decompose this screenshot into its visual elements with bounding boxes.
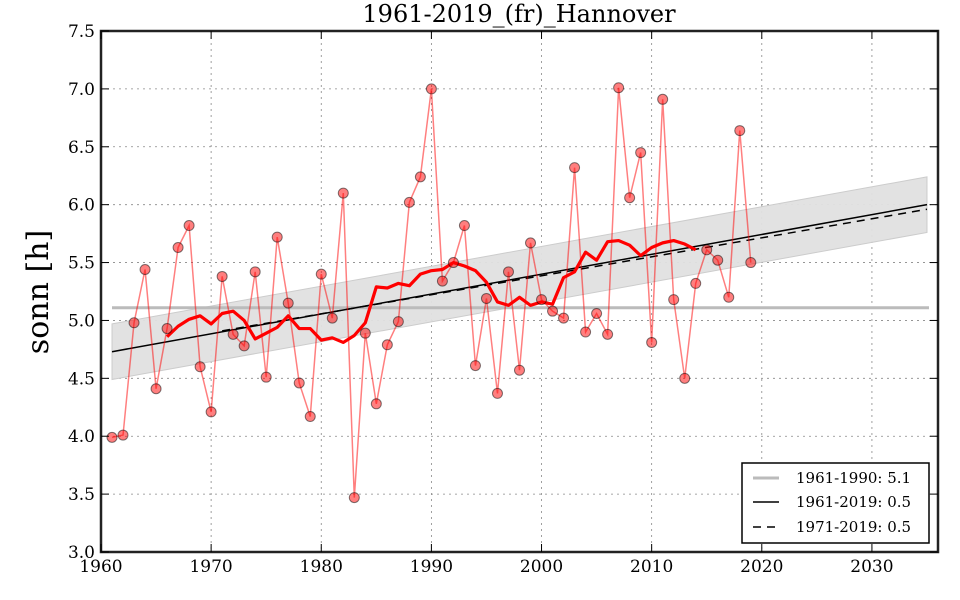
- data-point: [514, 364, 525, 376]
- data-point: [139, 264, 151, 276]
- data-point: [425, 83, 437, 95]
- data-point: [690, 277, 702, 289]
- data-point: [712, 254, 724, 266]
- data-point: [337, 187, 349, 199]
- data-point: [359, 327, 371, 339]
- data-point: [701, 244, 713, 256]
- moving-average-line: [165, 238, 697, 345]
- data-point: [304, 411, 316, 423]
- data-point: [216, 270, 228, 282]
- data-point: [260, 371, 272, 383]
- data-point: [745, 257, 757, 269]
- data-point: [403, 196, 415, 208]
- data-point: [414, 171, 426, 183]
- y-tick-label: 5.0: [68, 311, 95, 331]
- x-tick-label: 1990: [410, 557, 453, 577]
- data-point: [282, 297, 294, 309]
- data-point: [326, 312, 338, 324]
- x-tick-label: 1960: [79, 557, 122, 577]
- x-tick-label: 1980: [300, 557, 343, 577]
- data-point: [591, 307, 603, 319]
- data-point: [668, 294, 680, 306]
- y-tick-label: 4.0: [68, 427, 95, 447]
- x-tick-label: 2010: [630, 557, 673, 577]
- data-point: [227, 328, 239, 340]
- y-tick-label: 5.5: [68, 254, 95, 274]
- data-point: [602, 328, 614, 340]
- data-point: [447, 257, 459, 269]
- data-point: [381, 339, 393, 351]
- data-point: [469, 360, 481, 372]
- data-point: [293, 377, 305, 389]
- data-point: [238, 340, 250, 352]
- chart-title: 1961-2019_(fr)_Hannover: [362, 0, 676, 28]
- legend-label-reference: 1961-1990: 5.1: [796, 469, 911, 487]
- data-point: [183, 220, 195, 232]
- data-point: [580, 326, 592, 338]
- y-axis-label: sonn [h]: [21, 230, 56, 354]
- x-tick-label: 2030: [850, 557, 893, 577]
- data-point: [370, 398, 382, 410]
- legend-label-trend-1971: 1971-2019: 0.5: [796, 518, 911, 536]
- data-point: [436, 275, 448, 287]
- data-point: [502, 266, 514, 278]
- y-tick-label: 3.5: [68, 485, 95, 505]
- data-point: [161, 323, 173, 335]
- data-point: [150, 383, 162, 395]
- y-tick-label: 6.0: [68, 196, 95, 216]
- data-point: [271, 231, 283, 243]
- data-point: [249, 266, 261, 278]
- y-tick-label: 4.5: [68, 369, 95, 389]
- data-point: [635, 147, 647, 159]
- data-point: [117, 429, 129, 441]
- data-point: [315, 268, 327, 280]
- legend-box: [741, 462, 930, 544]
- x-tick-label: 1970: [189, 557, 232, 577]
- data-point: [205, 406, 217, 418]
- data-point: [525, 237, 537, 249]
- data-point: [646, 336, 658, 348]
- data-point: [547, 305, 559, 317]
- legend: 1961-1990: 5.1 1961-2019: 0.5 1971-2019:…: [741, 462, 930, 544]
- data-point: [536, 294, 548, 306]
- x-tick-label: 2000: [520, 557, 563, 577]
- data-point: [458, 220, 470, 232]
- data-point: [734, 125, 746, 137]
- data-point: [128, 317, 140, 329]
- data-point: [558, 312, 570, 324]
- data-point: [569, 162, 581, 174]
- data-point: [657, 93, 669, 105]
- legend-label-trend-1961: 1961-2019: 0.5: [796, 493, 911, 511]
- data-point: [194, 361, 206, 373]
- data-point: [106, 431, 118, 443]
- x-tick-label: 2020: [740, 557, 783, 577]
- data-point: [172, 242, 184, 254]
- data-point: [624, 192, 636, 204]
- y-tick-label: 6.5: [68, 138, 95, 158]
- data-point: [723, 291, 735, 303]
- axes-frame: [99, 29, 940, 554]
- data-point: [392, 316, 404, 328]
- y-tick-label: 7.0: [68, 80, 95, 100]
- data-point: [679, 372, 691, 384]
- y-tick-label: 7.5: [68, 22, 95, 42]
- data-point: [480, 292, 492, 304]
- plot-area: 1960 1970 1980 1990 2000 2010 2020 2030 3.0 3.5 4.…: [68, 22, 940, 577]
- data-point: [348, 492, 360, 504]
- y-tick-label: 3.0: [68, 543, 95, 563]
- data-point: [491, 387, 503, 399]
- data-point: [613, 82, 625, 94]
